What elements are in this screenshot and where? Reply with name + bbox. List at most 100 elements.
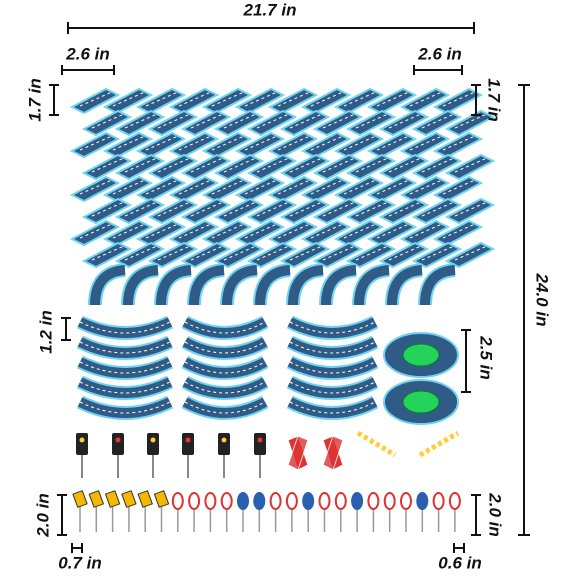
road-piece: [69, 175, 121, 203]
dim-label: 1.7 in: [485, 78, 504, 121]
sign: [400, 492, 412, 510]
dim-label: 2.5 in: [477, 335, 496, 379]
road-piece: [114, 197, 166, 225]
lane-mark: [184, 341, 266, 354]
road-piece: [378, 109, 430, 137]
road-piece: [411, 197, 463, 225]
road-piece: [102, 87, 154, 115]
road-piece: [213, 109, 265, 137]
road-piece: [279, 109, 331, 137]
road-piece: [345, 153, 397, 181]
curve-piece: [321, 265, 357, 306]
curve-piece: [77, 397, 173, 418]
sign: [104, 490, 121, 508]
lane-mark: [289, 341, 376, 354]
road-piece: [345, 197, 397, 225]
road-piece: [444, 153, 496, 181]
lane-mark: [289, 381, 376, 394]
curve-piece: [420, 265, 456, 306]
road-piece: [300, 131, 352, 159]
lane-mark: [289, 361, 376, 374]
sign: [237, 492, 249, 510]
road-piece: [267, 131, 319, 159]
sign: [171, 492, 184, 510]
road-piece: [201, 175, 253, 203]
decorations: [69, 87, 496, 532]
road-piece: [234, 175, 286, 203]
road-piece: [279, 197, 331, 225]
road-piece: [102, 219, 154, 247]
road-piece: [432, 87, 484, 115]
road-piece: [300, 175, 352, 203]
dim-label: 0.7 in: [58, 553, 101, 572]
dim-line: [413, 65, 463, 75]
road-piece: [267, 219, 319, 247]
curve-piece: [189, 265, 225, 306]
lane-mark: [184, 381, 266, 394]
road-piece: [333, 131, 385, 159]
road-piece: [147, 153, 199, 181]
lane-mark: [184, 361, 266, 374]
road-piece: [81, 109, 133, 137]
road-piece: [312, 153, 364, 181]
road-piece: [168, 219, 220, 247]
sign: [204, 492, 217, 510]
road-piece: [366, 131, 418, 159]
sign: [383, 492, 396, 510]
road-piece: [333, 175, 385, 203]
dim-line: [49, 84, 59, 116]
road-piece: [279, 153, 331, 181]
sign: [334, 492, 347, 510]
road-piece: [444, 241, 496, 269]
road-piece: [81, 197, 133, 225]
dim-line: [57, 494, 67, 536]
road-piece: [201, 219, 253, 247]
road-piece: [300, 219, 352, 247]
traffic-light: [112, 433, 124, 455]
sign: [121, 490, 137, 508]
curve-piece: [288, 265, 324, 306]
curve-piece: [77, 377, 173, 398]
road-piece: [234, 131, 286, 159]
dim-label: 2.6 in: [417, 44, 461, 63]
road-piece: [345, 241, 397, 269]
lane-mark: [289, 321, 376, 334]
road-piece: [279, 241, 331, 269]
dim-label: 2.0 in: [33, 493, 52, 537]
road-piece: [399, 175, 451, 203]
road-piece: [333, 219, 385, 247]
road-piece: [432, 131, 484, 159]
light-lamp: [257, 437, 263, 443]
sign: [302, 492, 315, 510]
traffic-light: [218, 433, 230, 455]
curve-piece: [90, 265, 126, 306]
road-piece: [432, 175, 484, 203]
dim-line: [71, 543, 83, 553]
sign: [318, 492, 331, 510]
road-piece: [135, 87, 187, 115]
dim-line: [461, 329, 471, 393]
road-piece: [168, 175, 220, 203]
road-piece: [399, 219, 451, 247]
road-piece: [201, 87, 253, 115]
lane-mark: [184, 321, 266, 334]
road-piece: [411, 109, 463, 137]
light-lamp: [115, 437, 121, 443]
curve-piece: [77, 317, 173, 338]
sign: [88, 490, 105, 508]
road-piece: [432, 219, 484, 247]
road-piece: [213, 153, 265, 181]
road-piece: [180, 153, 232, 181]
road-piece: [246, 109, 298, 137]
sign: [432, 492, 445, 510]
barrier: [356, 430, 397, 458]
dim-line: [67, 22, 475, 34]
road-piece: [246, 197, 298, 225]
dim-line: [453, 543, 465, 553]
road-piece: [114, 153, 166, 181]
road-piece: [411, 153, 463, 181]
lane-mark: [184, 401, 266, 414]
sign: [72, 490, 88, 508]
road-piece: [81, 241, 133, 269]
dim-line: [518, 84, 530, 536]
